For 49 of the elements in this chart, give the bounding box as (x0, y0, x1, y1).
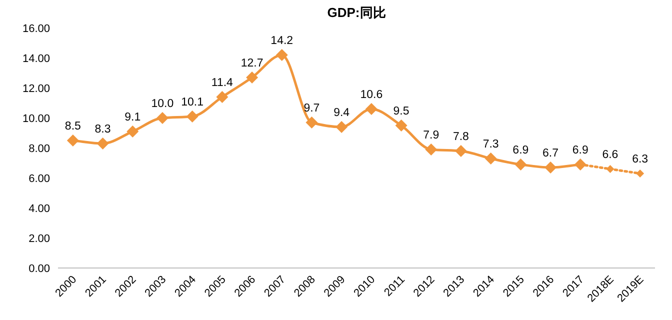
data-label: 9.7 (304, 102, 320, 114)
point (425, 144, 438, 156)
data-label: 6.7 (542, 148, 559, 160)
data-label: 6.3 (632, 154, 648, 166)
data-label: 8.5 (64, 120, 81, 132)
chart-title: GDP:同比 (327, 5, 386, 20)
data-label: 12.7 (240, 58, 264, 70)
data-label: 14.2 (270, 35, 294, 47)
point (246, 72, 258, 84)
y-tick-label: 16.00 (22, 23, 50, 35)
data-label: 8.3 (94, 124, 111, 136)
point (336, 121, 348, 133)
data-label: 7.8 (452, 131, 469, 143)
data-label: 6.9 (512, 144, 529, 156)
y-tick-label: 0.00 (28, 263, 50, 275)
point (636, 170, 644, 178)
point (66, 134, 79, 146)
point (484, 152, 497, 164)
point (96, 138, 109, 150)
point (514, 158, 527, 170)
point (216, 91, 228, 103)
point (186, 110, 198, 122)
y-tick-label: 2.00 (28, 233, 50, 245)
point (365, 103, 378, 115)
y-tick-label: 12.00 (22, 83, 50, 95)
point (544, 162, 557, 174)
data-label: 9.5 (393, 106, 410, 118)
point (395, 120, 408, 132)
point (454, 145, 467, 157)
data-label: 7.9 (423, 130, 440, 142)
data-label: 10.0 (151, 98, 174, 110)
data-label: 10.6 (360, 89, 383, 101)
data-label: 6.9 (572, 144, 588, 156)
point (276, 49, 288, 61)
point (156, 112, 168, 124)
data-label: 9.1 (124, 112, 141, 124)
data-label: 6.6 (602, 149, 618, 161)
y-tick-label: 14.00 (22, 53, 50, 65)
y-tick-label: 8.00 (28, 143, 50, 155)
data-label: 10.1 (181, 96, 204, 108)
point (306, 116, 318, 128)
point (606, 165, 614, 173)
point (126, 126, 139, 138)
data-label: 9.4 (334, 107, 350, 119)
data-label: 7.3 (482, 138, 499, 150)
y-tick-label: 10.00 (22, 113, 50, 125)
y-tick-label: 6.00 (28, 173, 50, 185)
data-label: 11.4 (211, 77, 234, 89)
y-tick-label: 4.00 (28, 203, 50, 215)
